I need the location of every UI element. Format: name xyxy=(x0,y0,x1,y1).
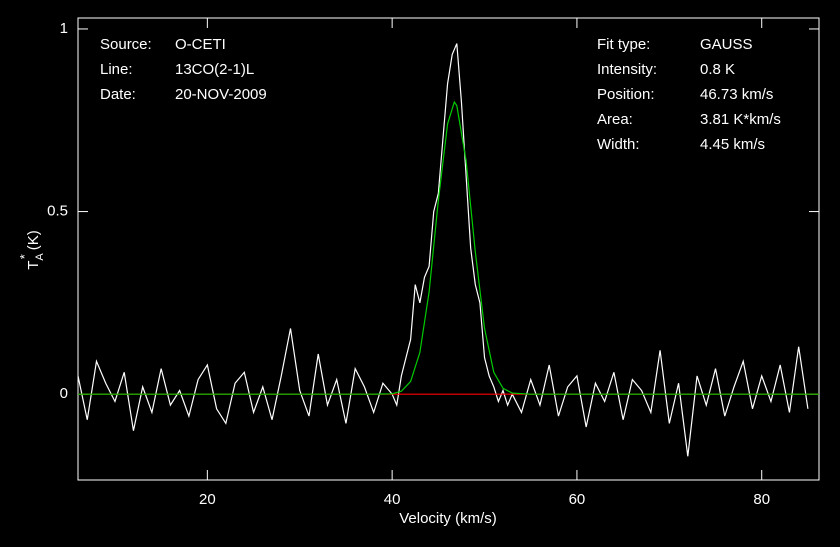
info-value: 0.8 K xyxy=(700,61,735,78)
y-label-sub: A xyxy=(34,253,46,261)
info-label: Date: xyxy=(100,86,136,103)
spectrum-line xyxy=(78,100,819,395)
y-tick-label: 0 xyxy=(60,385,68,402)
y-axis-label: TA* (K) xyxy=(17,230,45,270)
info-label: Position: xyxy=(597,86,655,103)
info-value: 3.81 K*km/s xyxy=(700,111,781,128)
x-tick-label: 40 xyxy=(384,491,401,508)
y-label-main: T xyxy=(25,261,42,270)
info-label: Fit type: xyxy=(597,36,650,53)
info-label: Width: xyxy=(597,136,640,153)
y-tick-label: 0.5 xyxy=(47,203,68,220)
x-tick-label: 60 xyxy=(569,491,586,508)
info-value: 46.73 km/s xyxy=(700,86,773,103)
info-label: Area: xyxy=(597,111,633,128)
x-tick-label: 80 xyxy=(753,491,770,508)
plot-frame xyxy=(77,17,820,481)
y-label-sup: * xyxy=(17,254,32,259)
info-label: Source: xyxy=(100,36,152,53)
x-axis-label: Velocity (km/s) xyxy=(399,510,497,527)
info-value: 20-NOV-2009 xyxy=(175,86,267,103)
info-value: 4.45 km/s xyxy=(700,136,765,153)
y-label-unit: (K) xyxy=(25,230,42,250)
info-label: Intensity: xyxy=(597,61,657,78)
info-value: 13CO(2-1)L xyxy=(175,61,254,78)
x-tick-label: 20 xyxy=(199,491,216,508)
info-value: GAUSS xyxy=(700,36,753,53)
spectrum-line xyxy=(77,43,809,457)
info-value: O-CETI xyxy=(175,36,226,53)
info-label: Line: xyxy=(100,61,133,78)
y-tick-label: 1 xyxy=(60,20,68,37)
